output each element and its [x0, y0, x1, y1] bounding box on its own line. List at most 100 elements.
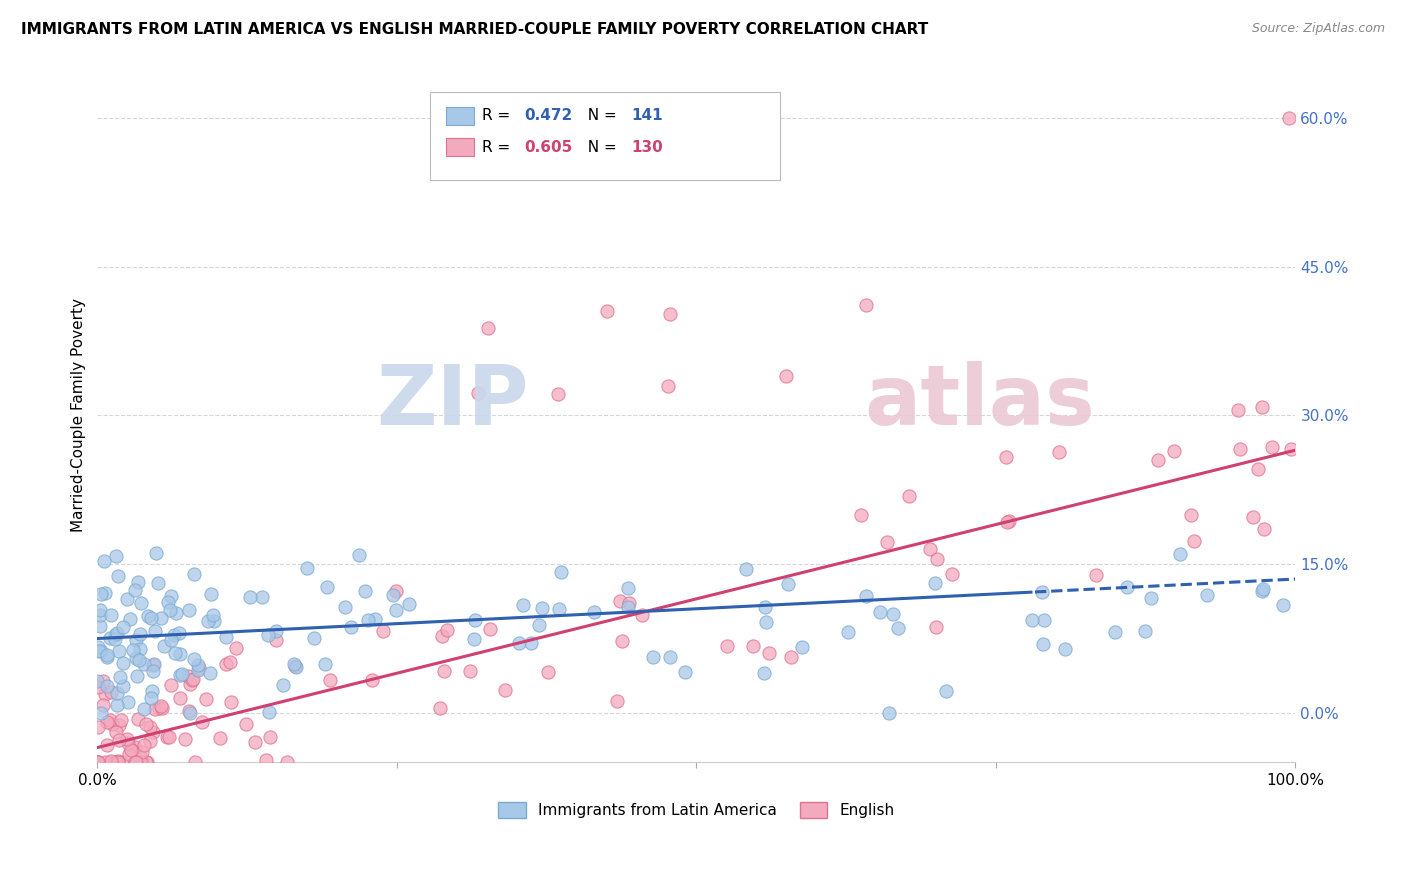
English: [181, 672, 204, 686]
Immigrants from Latin America: [98, 631, 121, 645]
English: [477, 321, 499, 335]
English: [876, 534, 898, 549]
Text: R =: R =: [482, 140, 516, 154]
Immigrants from Latin America: [87, 640, 110, 655]
Immigrants from Latin America: [125, 632, 148, 647]
English: [259, 730, 281, 744]
Immigrants from Latin America: [167, 625, 190, 640]
English: [547, 386, 569, 401]
Immigrants from Latin America: [160, 589, 183, 603]
Text: N =: N =: [578, 109, 621, 123]
English: [173, 731, 195, 746]
Immigrants from Latin America: [887, 621, 910, 635]
English: [149, 698, 172, 713]
Immigrants from Latin America: [143, 624, 166, 639]
English: [142, 724, 165, 739]
Immigrants from Latin America: [90, 587, 112, 601]
English: [319, 673, 342, 687]
English: [120, 743, 142, 757]
English: [1180, 508, 1202, 523]
English: [87, 720, 110, 734]
Immigrants from Latin America: [108, 670, 131, 684]
English: [430, 629, 453, 643]
Immigrants from Latin America: [124, 583, 146, 598]
English: [111, 756, 134, 770]
Immigrants from Latin America: [89, 618, 111, 632]
English: [619, 596, 641, 610]
Immigrants from Latin America: [283, 657, 305, 671]
English: [995, 515, 1018, 529]
Immigrants from Latin America: [790, 640, 813, 654]
Immigrants from Latin America: [148, 576, 170, 591]
Immigrants from Latin America: [1115, 580, 1137, 594]
Immigrants from Latin America: [134, 702, 156, 716]
Immigrants from Latin America: [252, 590, 274, 604]
Immigrants from Latin America: [658, 650, 681, 665]
Immigrants from Latin America: [169, 667, 191, 681]
Immigrants from Latin America: [547, 602, 569, 616]
English: [924, 620, 946, 634]
Immigrants from Latin America: [734, 562, 756, 576]
English: [225, 641, 247, 656]
English: [138, 734, 160, 748]
English: [494, 682, 516, 697]
Text: 0.605: 0.605: [524, 140, 572, 154]
Immigrants from Latin America: [112, 620, 135, 634]
English: [150, 701, 173, 715]
Immigrants from Latin America: [347, 548, 370, 562]
English: [191, 714, 214, 729]
Immigrants from Latin America: [641, 649, 664, 664]
English: [1085, 568, 1108, 582]
English: [160, 678, 183, 692]
Immigrants from Latin America: [1140, 591, 1163, 606]
English: [98, 713, 121, 727]
Immigrants from Latin America: [90, 706, 112, 720]
Immigrants from Latin America: [755, 615, 778, 629]
Immigrants from Latin America: [105, 626, 128, 640]
English: [135, 756, 157, 770]
Immigrants from Latin America: [187, 658, 209, 673]
Immigrants from Latin America: [124, 651, 146, 665]
Text: N =: N =: [578, 140, 621, 154]
English: [855, 298, 877, 312]
English: [115, 731, 138, 746]
Text: R =: R =: [482, 109, 516, 123]
English: [179, 677, 201, 691]
English: [219, 656, 242, 670]
Immigrants from Latin America: [316, 581, 339, 595]
English: [96, 714, 118, 729]
Immigrants from Latin America: [508, 636, 530, 650]
English: [127, 712, 149, 726]
English: [128, 756, 150, 770]
English: [194, 692, 217, 706]
English: [742, 639, 765, 653]
Immigrants from Latin America: [463, 632, 485, 647]
English: [136, 756, 159, 770]
English: [134, 738, 156, 752]
Immigrants from Latin America: [357, 613, 380, 627]
English: [361, 673, 384, 688]
English: [187, 660, 209, 674]
English: [264, 633, 287, 648]
English: [125, 756, 148, 770]
Immigrants from Latin America: [127, 575, 149, 590]
English: [1241, 510, 1264, 524]
English: [107, 754, 129, 768]
English: [1278, 111, 1301, 125]
Immigrants from Latin America: [111, 679, 134, 693]
Immigrants from Latin America: [333, 599, 356, 614]
Immigrants from Latin America: [87, 644, 110, 658]
English: [1253, 522, 1275, 536]
English: [108, 732, 131, 747]
English: [176, 669, 198, 683]
English: [157, 731, 180, 745]
English: [994, 450, 1017, 465]
English: [659, 307, 682, 321]
English: [156, 730, 179, 744]
Immigrants from Latin America: [1168, 547, 1191, 561]
English: [184, 756, 207, 770]
English: [385, 583, 408, 598]
Immigrants from Latin America: [96, 648, 118, 662]
Immigrants from Latin America: [125, 669, 148, 683]
Immigrants from Latin America: [855, 590, 877, 604]
